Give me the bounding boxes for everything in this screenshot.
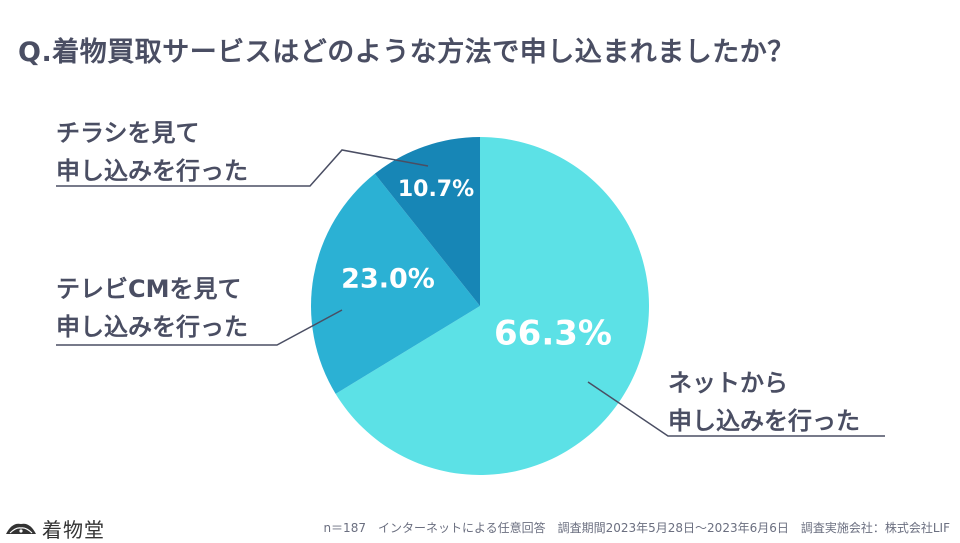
label-net: ネットから 申し込みを行った <box>668 364 860 440</box>
brand-logo: 着物堂 <box>4 514 105 543</box>
label-tvcm-line2: 申し込みを行った <box>56 313 248 341</box>
label-tvcm: テレビCMを見て 申し込みを行った <box>56 270 248 346</box>
leader-line-flyer <box>56 149 429 187</box>
leader-line-tvcm <box>56 309 343 346</box>
label-net-line2: 申し込みを行った <box>668 407 860 435</box>
label-flyer-line1: チラシを見て <box>56 119 200 147</box>
slice-tvcm <box>311 173 480 394</box>
slice-net <box>335 137 650 475</box>
leader-line-net <box>587 381 885 437</box>
label-flyer: チラシを見て 申し込みを行った <box>56 114 248 190</box>
value-label-flyer: 10.7% <box>398 177 474 202</box>
kimono-logo-icon <box>6 523 36 534</box>
value-label-net: 66.3% <box>494 314 612 354</box>
chart-title: Q.着物買取サービスはどのような方法で申し込まれましたか？ <box>18 37 795 68</box>
value-label-tvcm: 23.0% <box>341 264 435 295</box>
logo-text: 着物堂 <box>42 518 105 542</box>
survey-footnote: n＝187 インターネットによる任意回答 調査期間2023年5月28日〜2023… <box>323 521 950 535</box>
label-flyer-line2: 申し込みを行った <box>56 157 248 185</box>
label-tvcm-line1: テレビCMを見て <box>56 275 242 303</box>
slice-flyer <box>374 137 480 306</box>
label-net-line1: ネットから <box>668 369 788 397</box>
